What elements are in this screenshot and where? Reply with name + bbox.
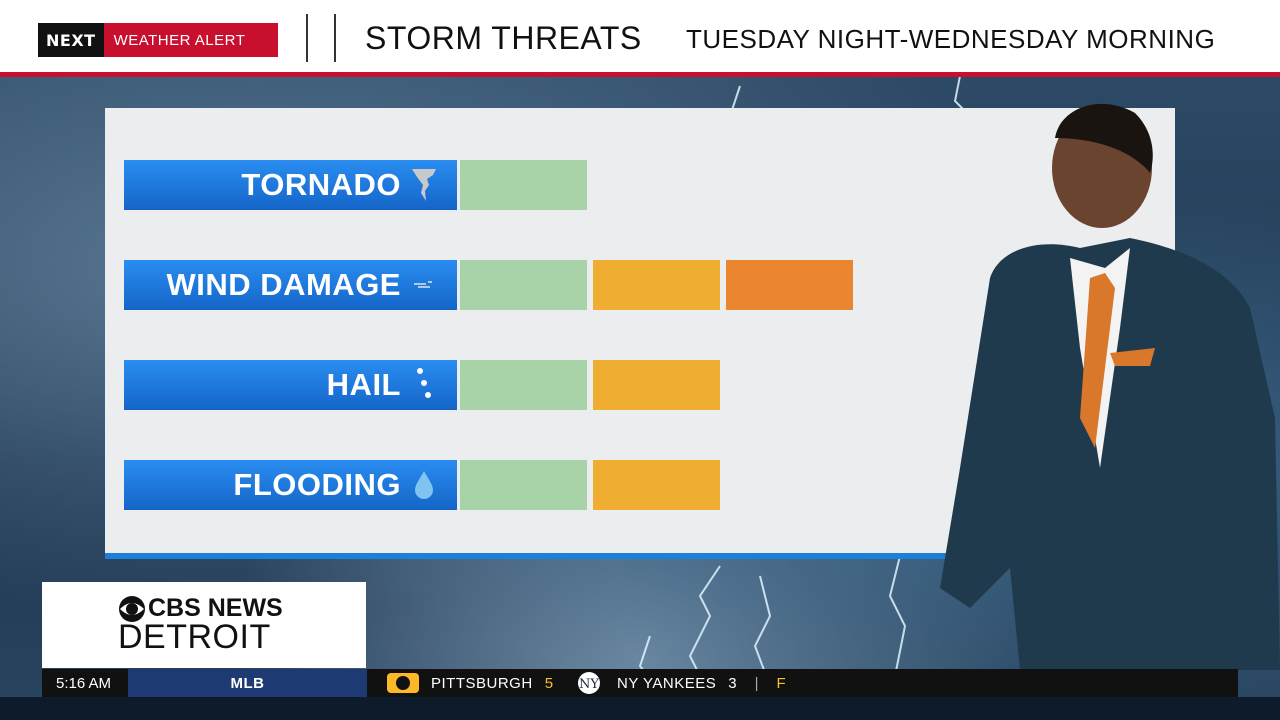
threat-row-hail: HAIL xyxy=(124,360,720,410)
cbs-eye-icon xyxy=(119,595,145,622)
threat-label: HAIL xyxy=(124,360,457,410)
game-status: F xyxy=(776,674,786,692)
station-logo xyxy=(42,582,366,668)
tornado-icon xyxy=(401,160,447,210)
threat-level-bar xyxy=(593,260,720,310)
score-away: 5 xyxy=(544,674,554,692)
svg-text:NY: NY xyxy=(579,677,599,692)
team-away: PITTSBURGH xyxy=(431,674,533,692)
weather-alert-label: WEATHER ALERT xyxy=(103,23,278,57)
next-brand: NEXT xyxy=(38,23,104,57)
wind-icon xyxy=(401,260,447,310)
threat-label-text: TORNADO xyxy=(241,167,401,202)
ticker-time: 5:16 AM xyxy=(56,674,112,692)
weather-alert-badge: NEXT WEATHER ALERT xyxy=(38,23,278,57)
page-subtitle: TUESDAY NIGHT-WEDNESDAY MORNING xyxy=(686,24,1216,54)
score-ticker: 5:16 AM MLB PITTSBURGH 5 NY NY YANKEES 3… xyxy=(42,669,1238,697)
header-rule xyxy=(0,72,1280,77)
bottom-bar xyxy=(0,697,1280,720)
threat-level-bar xyxy=(593,360,720,410)
logo-network: CBS NEWS xyxy=(148,594,283,622)
panel-rule xyxy=(105,553,1175,559)
threat-level-bar xyxy=(460,360,587,410)
ticker-league: MLB xyxy=(128,669,367,697)
yankees-logo-icon: NY xyxy=(578,672,601,694)
score-home: 3 xyxy=(728,674,737,692)
threat-level-bar xyxy=(593,460,720,510)
header-divider xyxy=(306,14,308,62)
threat-label: FLOODING xyxy=(124,460,457,510)
water-drop-icon xyxy=(401,460,447,510)
threat-row-flooding: FLOODING xyxy=(124,460,720,510)
threat-label: WIND DAMAGE xyxy=(124,260,457,310)
threat-row-tornado: TORNADO xyxy=(124,160,587,210)
threat-label-text: HAIL xyxy=(326,367,401,402)
page-title: STORM THREATS xyxy=(365,20,642,56)
threat-label: TORNADO xyxy=(124,160,457,210)
threat-level-bar xyxy=(726,260,853,310)
threat-level-bar xyxy=(460,160,587,210)
threat-level-bar xyxy=(460,260,587,310)
header-divider xyxy=(334,14,336,62)
threat-label-text: FLOODING xyxy=(233,467,401,502)
ticker-separator: | xyxy=(754,674,759,692)
threat-row-wind-damage: WIND DAMAGE xyxy=(124,260,853,310)
pirates-logo-icon xyxy=(387,673,419,693)
cbs-news-logo: CBS NEWS xyxy=(118,594,283,623)
threat-label-text: WIND DAMAGE xyxy=(166,267,401,302)
meteorologist xyxy=(930,88,1280,670)
threat-level-bar xyxy=(460,460,587,510)
team-home: NY YANKEES xyxy=(617,674,717,692)
logo-city: DETROIT xyxy=(118,618,271,656)
hail-icon xyxy=(401,360,447,410)
header-bar: NEXT WEATHER ALERT STORM THREATS TUESDAY… xyxy=(0,0,1280,72)
